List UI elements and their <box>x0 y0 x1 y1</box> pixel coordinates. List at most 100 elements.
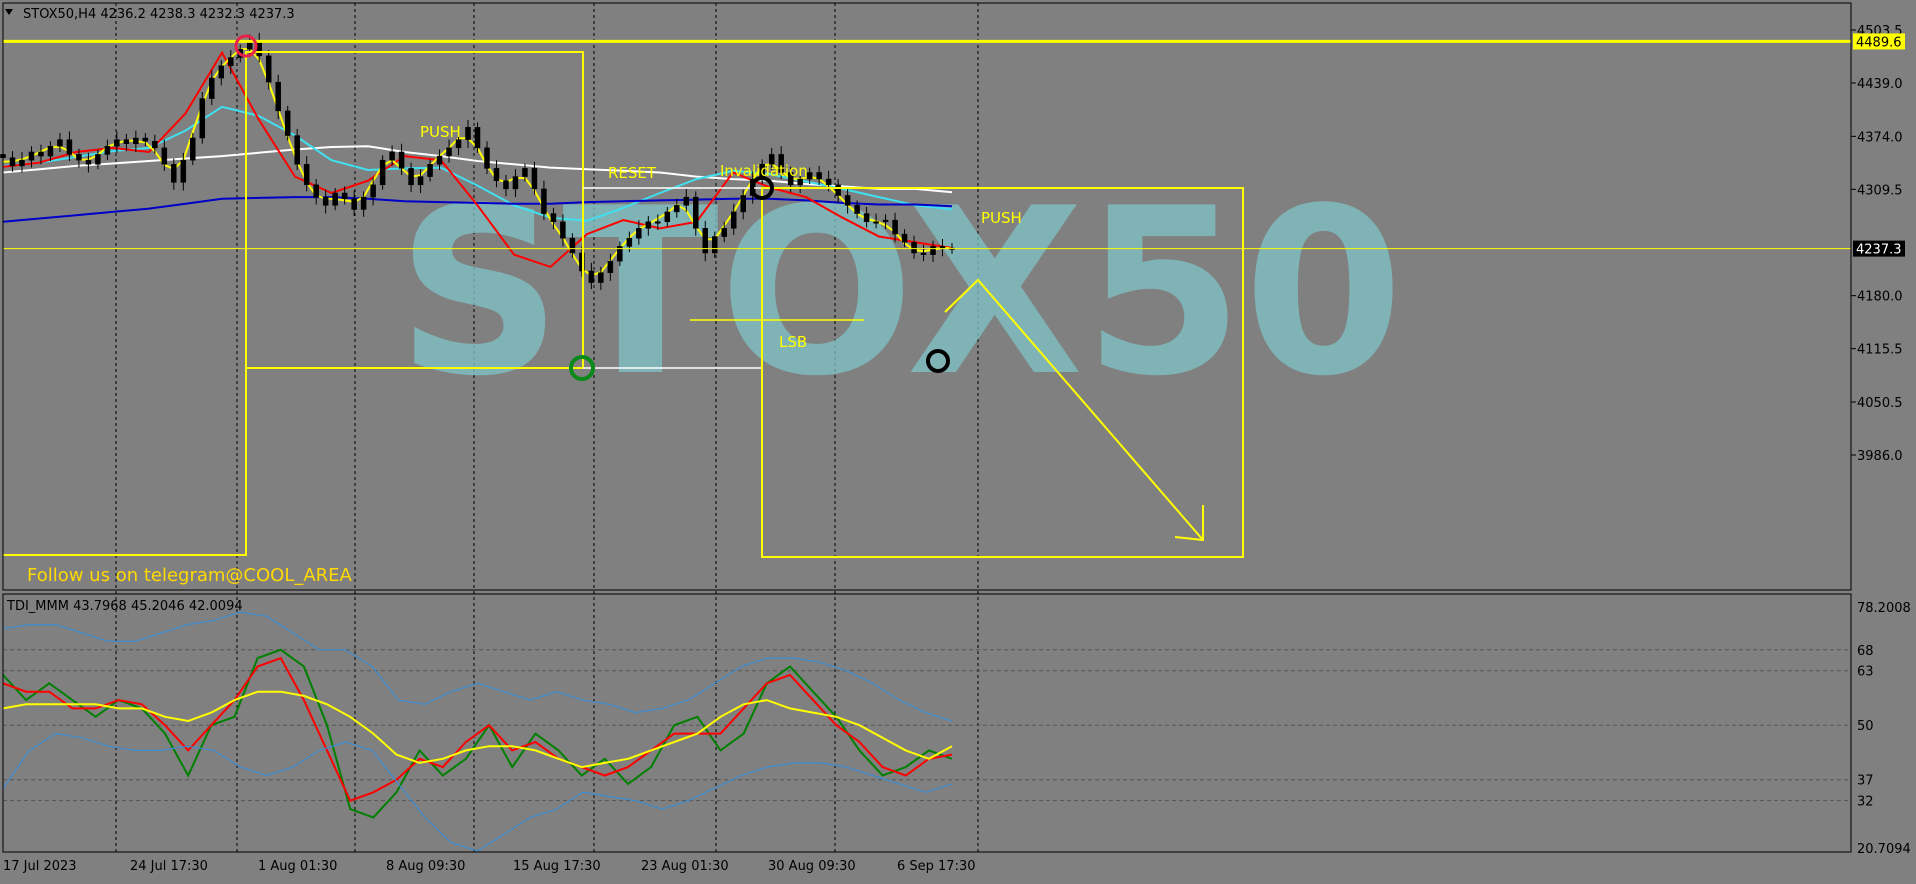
collapse-triangle-icon[interactable] <box>5 9 13 15</box>
target-box <box>761 187 1244 558</box>
candle-body <box>57 139 63 147</box>
price-tick-label: 4309.5 <box>1857 183 1903 198</box>
tdi-panel-frame <box>2 593 1852 853</box>
price-axis: 4503.54439.04374.04309.54180.04115.54050… <box>1851 24 1911 857</box>
price-label: 4489.6 <box>1856 35 1902 50</box>
candle-body <box>341 192 348 200</box>
candle-body <box>712 236 718 254</box>
candle-body <box>930 246 936 255</box>
candle-body <box>911 242 917 254</box>
candle-body <box>569 237 576 254</box>
projection-path <box>944 278 1204 541</box>
candle-body <box>284 110 291 136</box>
candle-body <box>303 164 310 186</box>
candle-body <box>95 154 101 165</box>
moving-average-line <box>2 50 953 269</box>
candle-body <box>199 98 206 139</box>
candle-body <box>104 145 111 155</box>
low-marker-circle <box>569 355 595 381</box>
candle-body <box>152 141 158 149</box>
candle-body <box>636 228 642 239</box>
tdi-tick-label: 68 <box>1857 644 1874 659</box>
candle-body <box>901 233 908 243</box>
candle-body <box>322 196 329 206</box>
candle-body <box>816 172 822 180</box>
time-tick-label: 17 Jul 2023 <box>3 859 77 874</box>
candle-body <box>617 246 623 262</box>
tdi-tick-label: 63 <box>1857 665 1874 680</box>
candle-body <box>531 168 538 190</box>
tdi-series-line <box>2 656 953 802</box>
candle-body <box>47 145 54 157</box>
candle-body <box>626 237 633 247</box>
candle-body <box>190 137 196 161</box>
candle-body <box>408 168 414 186</box>
candle-body <box>607 260 614 273</box>
candle-body <box>85 159 92 165</box>
candle-body <box>835 184 841 196</box>
annotation-label: LSB <box>779 333 807 351</box>
candle-body <box>218 65 225 79</box>
candle-body <box>38 151 44 157</box>
candle-body <box>161 147 168 165</box>
symbol-watermark: STOX50 <box>396 160 1403 427</box>
candle-body <box>427 164 433 177</box>
candle-body <box>541 188 547 214</box>
price-tick-label: 4180.0 <box>1857 290 1903 305</box>
candle-body <box>493 168 500 181</box>
candle-body <box>142 137 149 142</box>
tdi-header: TDI_MMM 43.7968 45.2046 42.0094 <box>6 599 243 614</box>
candle-body <box>76 154 82 161</box>
candle-body <box>863 213 870 223</box>
candle-body <box>379 159 386 186</box>
time-tick-label: 1 Aug 01:30 <box>258 859 337 874</box>
candle-body <box>768 154 775 165</box>
candle-body <box>920 252 927 255</box>
price-tick-label: 4439.0 <box>1857 77 1903 92</box>
candle-body <box>114 139 120 147</box>
price-tick-label: 4050.5 <box>1857 396 1903 411</box>
current-low-marker-circle <box>926 349 950 373</box>
candle-body <box>455 139 462 149</box>
time-tick-label: 6 Sep 17:30 <box>897 859 976 874</box>
candle-body <box>503 180 509 190</box>
panel-frames <box>2 2 1852 853</box>
candle-body <box>787 172 794 186</box>
candle-body <box>579 252 585 272</box>
candle-body <box>313 184 319 198</box>
moving-average-line <box>2 196 953 223</box>
candle-body <box>19 159 25 167</box>
tdi-series-line <box>2 690 953 769</box>
candle-body <box>797 178 803 186</box>
tdi-tick-label: 50 <box>1857 719 1874 734</box>
time-tick-label: 23 Aug 01:30 <box>641 859 729 874</box>
grid-lines <box>3 3 1851 852</box>
price-label-box <box>1853 33 1905 50</box>
range-box-left <box>3 51 584 556</box>
candle-body <box>844 195 851 206</box>
candle-body <box>370 184 376 198</box>
candle-body <box>645 221 652 229</box>
candle-body <box>28 151 35 161</box>
tdi-series-line <box>2 611 953 722</box>
candle-body <box>417 176 424 186</box>
candle-body <box>825 178 832 186</box>
main-panel-frame <box>2 2 1852 591</box>
candle-body <box>693 196 699 229</box>
annotation-label: PUSH <box>981 209 1022 227</box>
tdi-series-line <box>2 732 953 852</box>
candle-body <box>560 221 566 239</box>
candle-body <box>854 205 860 214</box>
candle-body <box>683 196 690 206</box>
tdi-series-line <box>2 648 953 819</box>
projection-arrowhead <box>1174 505 1204 542</box>
candle-body <box>512 176 519 190</box>
candle-body <box>522 168 528 177</box>
price-label: 4237.3 <box>1856 243 1902 258</box>
candle-body <box>180 159 187 183</box>
candle-body <box>882 219 889 223</box>
price-tick-label: 4115.5 <box>1857 343 1903 358</box>
candle-body <box>360 196 367 210</box>
